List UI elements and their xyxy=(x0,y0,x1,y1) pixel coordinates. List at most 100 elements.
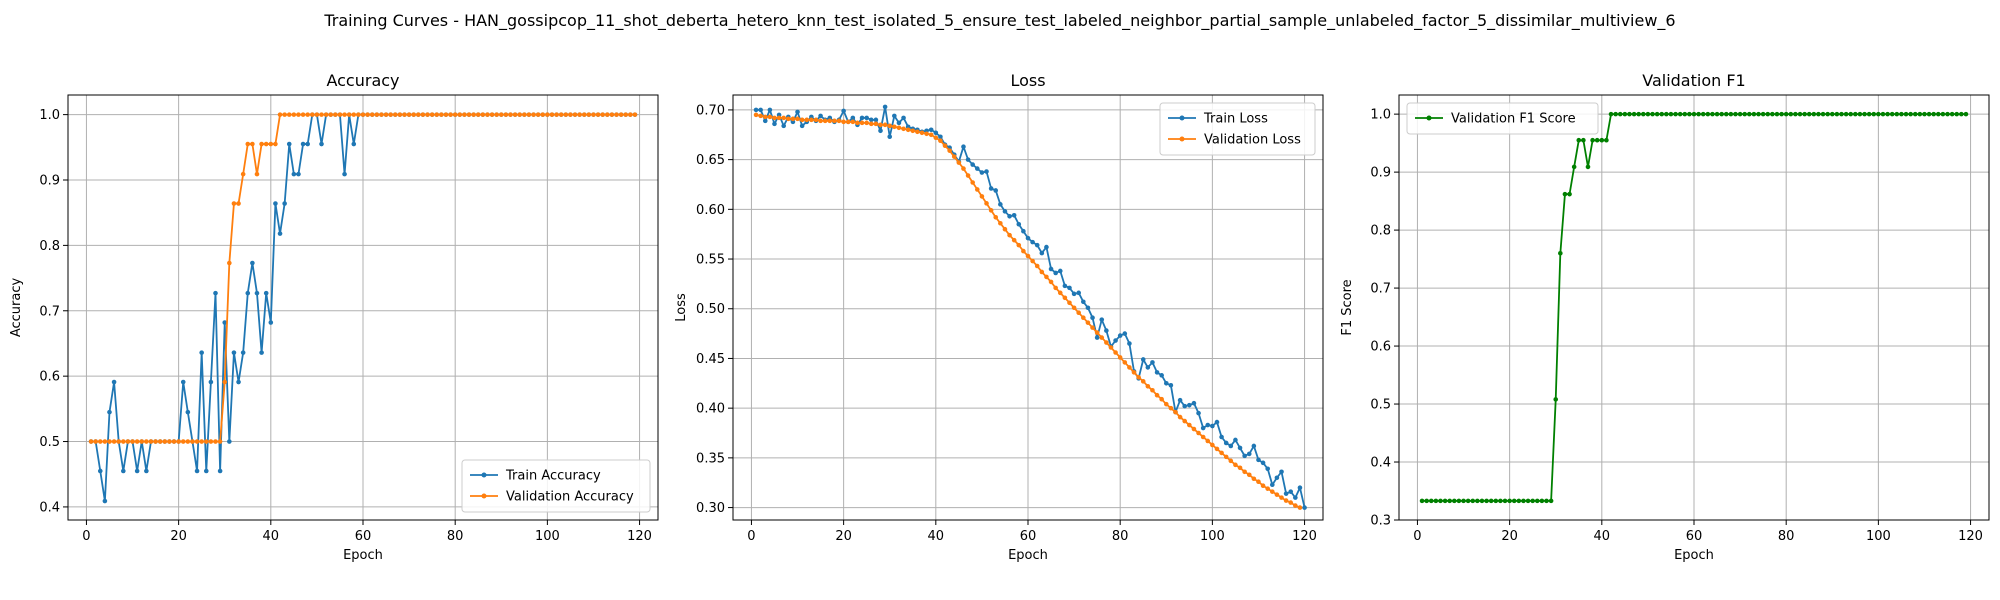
data-point xyxy=(767,114,773,120)
data-point xyxy=(873,121,879,127)
data-point xyxy=(1210,442,1215,448)
data-point xyxy=(965,157,971,162)
data-point xyxy=(448,112,453,117)
data-point xyxy=(356,112,361,117)
data-point xyxy=(1021,248,1026,254)
data-point xyxy=(245,141,251,147)
data-point xyxy=(508,112,513,117)
data-point xyxy=(1113,338,1118,343)
data-point xyxy=(1233,437,1238,443)
data-point xyxy=(1664,111,1669,117)
data-point xyxy=(1274,475,1280,481)
data-point xyxy=(485,112,490,117)
data-point xyxy=(203,468,209,474)
data-point xyxy=(818,118,823,124)
data-point xyxy=(102,439,108,444)
data-point xyxy=(1228,443,1234,449)
data-point xyxy=(439,112,444,117)
legend-swatch-marker xyxy=(481,472,487,478)
data-point xyxy=(772,115,777,121)
data-point xyxy=(231,350,237,355)
data-point xyxy=(1885,111,1890,117)
legend: Validation F1 Score xyxy=(1406,102,1599,135)
x-axis-label: Epoch xyxy=(1674,548,1714,563)
data-point xyxy=(1659,111,1665,117)
data-point xyxy=(1853,111,1858,117)
y-tick-label: 0.50 xyxy=(696,302,725,317)
data-point xyxy=(933,130,939,136)
data-point xyxy=(1521,498,1526,504)
data-point xyxy=(1214,446,1220,452)
data-point xyxy=(328,112,334,117)
data-point xyxy=(1682,111,1688,117)
data-point xyxy=(892,124,897,130)
data-point xyxy=(144,468,149,474)
data-point xyxy=(512,112,518,117)
data-point xyxy=(185,439,191,444)
data-point xyxy=(1150,360,1155,365)
data-point xyxy=(1270,482,1275,488)
data-point xyxy=(1191,400,1197,406)
data-point xyxy=(167,439,172,444)
data-point xyxy=(905,127,911,133)
data-point xyxy=(892,113,897,119)
chart-panel-3: 0 20 40 60 80 100 120 0.3 0.4 0.5 0.6 0.7 0.8 0.9 1.0 V… xyxy=(1340,71,1990,563)
data-point xyxy=(300,141,306,147)
data-point xyxy=(549,112,555,117)
data-point xyxy=(781,115,786,121)
data-point xyxy=(887,134,893,140)
data-point xyxy=(956,160,962,165)
data-point xyxy=(1237,465,1243,471)
data-point xyxy=(434,112,440,117)
data-point xyxy=(1085,320,1091,325)
data-point xyxy=(1912,111,1918,117)
data-point xyxy=(1159,373,1164,378)
data-point xyxy=(1488,498,1494,504)
data-point xyxy=(227,439,232,444)
data-point xyxy=(873,117,879,123)
data-point xyxy=(1525,498,1531,504)
data-point xyxy=(1862,111,1867,117)
data-point xyxy=(1187,402,1192,408)
data-point xyxy=(1788,111,1794,117)
data-point xyxy=(1700,111,1706,117)
data-point xyxy=(180,379,186,385)
data-point xyxy=(1034,263,1040,269)
data-point xyxy=(804,117,810,123)
data-point xyxy=(586,112,592,117)
data-point xyxy=(1636,111,1641,117)
x-tick-label: 100 xyxy=(1200,529,1225,544)
data-point xyxy=(277,231,283,236)
data-point xyxy=(1433,498,1439,504)
data-point xyxy=(1562,191,1568,197)
data-point xyxy=(1117,355,1123,360)
x-tick-label: 60 xyxy=(355,529,372,544)
data-point xyxy=(1770,111,1775,117)
chart-title: Validation F1 xyxy=(1642,71,1745,90)
data-point xyxy=(1631,111,1637,117)
data-point xyxy=(1760,111,1766,117)
data-point xyxy=(245,290,251,296)
data-point xyxy=(121,439,126,444)
data-point xyxy=(896,120,902,126)
data-point xyxy=(1090,325,1095,330)
y-tick-label: 0.55 xyxy=(696,253,725,268)
series-line-1 xyxy=(756,106,1306,508)
data-point xyxy=(1219,434,1224,440)
data-point xyxy=(628,112,633,117)
x-tick-label: 100 xyxy=(535,529,560,544)
data-point xyxy=(1057,268,1063,274)
data-point xyxy=(471,112,476,117)
data-point xyxy=(1288,489,1294,494)
data-point xyxy=(208,439,214,444)
data-point xyxy=(236,201,241,206)
data-point xyxy=(346,112,352,117)
x-tick-label: 0 xyxy=(82,529,90,544)
data-point xyxy=(1428,498,1434,504)
data-point xyxy=(1246,472,1252,478)
data-point xyxy=(1081,299,1086,305)
y-tick-label: 0.8 xyxy=(39,239,60,254)
legend-swatch-marker xyxy=(1179,136,1185,142)
data-point xyxy=(1122,360,1128,365)
